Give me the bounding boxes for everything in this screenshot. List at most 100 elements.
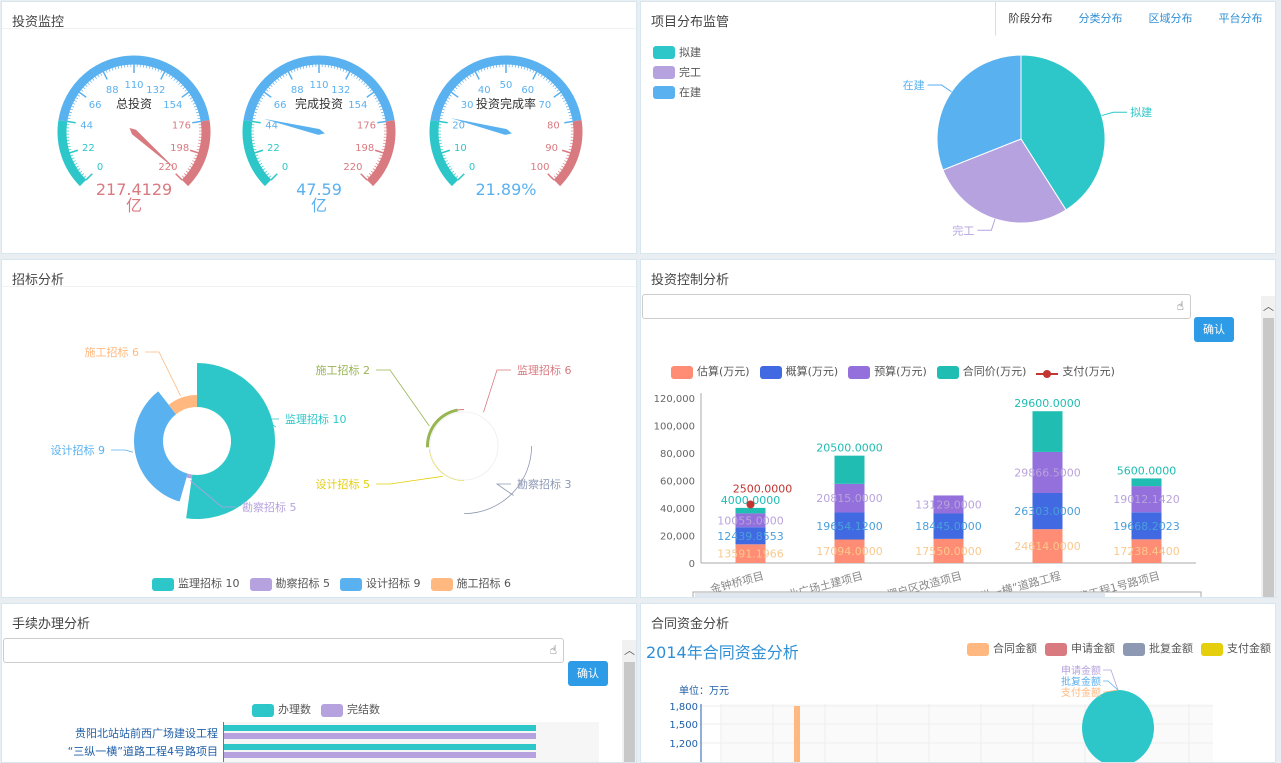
gauge-tick bbox=[376, 163, 379, 164]
investment-bar-chart: 020,00040,00060,00080,000100,000120,0001… bbox=[641, 260, 1261, 598]
bar-label: 17094.0000 bbox=[816, 545, 882, 558]
gauge-tick bbox=[530, 69, 531, 72]
gauge-tick bbox=[112, 68, 113, 71]
gauge-tick bbox=[85, 85, 87, 87]
search-input[interactable]: ☝ bbox=[3, 638, 564, 663]
gauge-tick bbox=[560, 169, 562, 171]
legend-item[interactable]: 施工招标 6 bbox=[431, 575, 512, 591]
gauge-tick bbox=[484, 68, 485, 71]
gauge-tick bbox=[554, 176, 556, 178]
contract-funds-panel: 合同资金分析 2014年合同资金分析 合同金额 申请金额 批复金额 支付金额 单… bbox=[640, 603, 1276, 763]
gauge-tick bbox=[106, 70, 107, 73]
gauge-tick-label: 132 bbox=[146, 85, 165, 96]
gauge-tick bbox=[560, 95, 563, 97]
bar-label: 13129.0000 bbox=[915, 498, 981, 511]
gauge-tick bbox=[442, 109, 445, 110]
funds-pie bbox=[1082, 690, 1154, 763]
gauge-tick bbox=[67, 118, 70, 119]
gauge-tick-label: 154 bbox=[163, 100, 182, 111]
legend-item[interactable]: 勘察招标 5 bbox=[250, 575, 331, 591]
gauge-tick bbox=[459, 82, 461, 84]
rose-label-line bbox=[376, 370, 429, 426]
bar-label: 20815.0000 bbox=[816, 492, 882, 505]
gauge-tick bbox=[291, 70, 292, 73]
gauge-tick bbox=[493, 65, 494, 68]
gauge-tick bbox=[84, 176, 86, 178]
gauge-tick bbox=[453, 89, 455, 91]
gauge-tick bbox=[272, 82, 274, 84]
bar-label: 26303.0000 bbox=[1014, 505, 1080, 518]
confirm-button[interactable]: 确认 bbox=[568, 661, 608, 686]
pie-label: 完工 bbox=[952, 223, 974, 237]
gauge-tick bbox=[76, 166, 79, 168]
gauge-tick-label: 198 bbox=[170, 143, 189, 154]
chevron-up-icon[interactable]: ︿ bbox=[622, 642, 637, 658]
gauge-tick bbox=[452, 171, 454, 173]
gauge-tick bbox=[462, 80, 464, 82]
gauge-tick bbox=[190, 97, 193, 99]
gauge-tick bbox=[68, 115, 71, 116]
bar-label: 10055.0000 bbox=[717, 514, 783, 527]
gauge-tick bbox=[557, 89, 559, 91]
gauge-tick-label: 176 bbox=[357, 120, 376, 131]
gauge-tick bbox=[191, 100, 194, 101]
gauge-tick bbox=[458, 174, 464, 180]
gauge-tick bbox=[481, 69, 482, 72]
y-tick-label: 60,000 bbox=[660, 477, 695, 488]
gauge-tick bbox=[373, 169, 375, 171]
pointer-icon: ☝ bbox=[550, 643, 557, 657]
pie-label: 拟建 bbox=[1130, 105, 1152, 119]
bar-label: 29866.5000 bbox=[1014, 466, 1080, 479]
gauge-tick bbox=[337, 67, 338, 70]
pie-label-line bbox=[977, 219, 995, 230]
gauge-tick bbox=[176, 174, 182, 180]
gauge-tick-label: 110 bbox=[309, 80, 328, 91]
gauge-tick bbox=[191, 163, 194, 164]
gauge-tick bbox=[195, 155, 198, 156]
gauge-tick bbox=[371, 171, 373, 173]
gauge-tick bbox=[543, 76, 545, 78]
gauge-tick bbox=[382, 146, 385, 147]
chevron-up-icon[interactable]: ︿ bbox=[1261, 298, 1276, 314]
gauge-tick bbox=[158, 69, 159, 72]
rose-label: 设计招标 5 bbox=[316, 477, 371, 491]
gauge-tick bbox=[269, 176, 271, 178]
legend-item[interactable]: 设计招标 9 bbox=[340, 575, 421, 591]
gauge-tick bbox=[439, 118, 442, 119]
bar-segment bbox=[1033, 411, 1063, 452]
data-zoom-handle bbox=[695, 593, 1105, 598]
gauge-tick bbox=[70, 109, 73, 110]
legend-item[interactable]: 监理招标 10 bbox=[152, 575, 240, 591]
gauge-tick bbox=[166, 73, 167, 76]
gauge-tick bbox=[521, 66, 522, 69]
gauge-tick bbox=[74, 100, 77, 101]
gauge-tick bbox=[445, 161, 448, 162]
gauge-tick bbox=[374, 166, 377, 168]
gauge-tick bbox=[303, 66, 304, 69]
contract-bar bbox=[794, 706, 800, 763]
gauge-tick bbox=[446, 100, 449, 101]
gauge-tick bbox=[285, 73, 286, 76]
rose-slice bbox=[186, 363, 275, 519]
gauge-tick bbox=[71, 106, 74, 107]
gauge-tick bbox=[72, 103, 75, 104]
gauge-tick bbox=[334, 66, 335, 69]
gauge-tick bbox=[197, 149, 200, 150]
scrollbar[interactable]: ︿ bbox=[1261, 296, 1276, 598]
gauge-tick bbox=[77, 95, 80, 97]
legend-item[interactable]: 完结数 bbox=[321, 701, 380, 717]
gauge-tick bbox=[375, 150, 384, 153]
scrollbar[interactable]: ︿ bbox=[622, 640, 637, 763]
gauge-tick bbox=[382, 115, 385, 116]
legend-item[interactable]: 办理数 bbox=[252, 701, 311, 717]
category-label: “三纵一横”道路工程4号路项目 bbox=[2, 743, 218, 759]
gauge-tick bbox=[527, 68, 528, 71]
gauge-tick bbox=[171, 76, 173, 78]
gauge-tick bbox=[275, 80, 277, 82]
gauge-tick bbox=[306, 65, 307, 68]
gauge-tick bbox=[254, 112, 257, 113]
gauge-tick bbox=[280, 76, 282, 78]
gauge-tick bbox=[370, 89, 372, 91]
